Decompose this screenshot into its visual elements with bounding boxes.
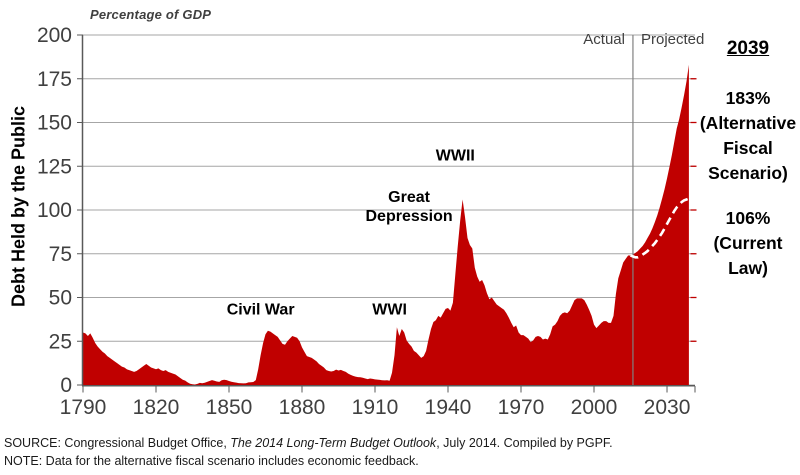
- source-prefix: SOURCE: Congressional Budget Office,: [4, 436, 231, 450]
- source-suffix: , July 2014. Compiled by PGPF.: [436, 436, 613, 450]
- chart-annotation: WWII: [435, 147, 475, 165]
- y-tick-label: 0: [60, 374, 72, 397]
- chart-annotation: Great Depression: [365, 188, 453, 225]
- source-note: SOURCE: Congressional Budget Office, The…: [4, 436, 613, 450]
- note-line: NOTE: Data for the alternative fiscal sc…: [4, 454, 419, 468]
- chart-annotation: Civil War: [226, 301, 295, 319]
- debt-area-chart: 0 25 50 75 100 125 150 175 200 1790 1820 1850 1880 19…: [37, 24, 697, 419]
- afs-line-1: 183%: [725, 88, 771, 108]
- chart-annotation: WWI: [372, 301, 407, 319]
- chart-title: Percentage of GDP: [90, 7, 212, 22]
- current-law-line-3: Law): [728, 258, 768, 278]
- y-axis-title: Debt Held by the Public: [8, 105, 29, 308]
- current-law-line-1: 106%: [725, 208, 771, 228]
- callout-2039: 2039: [693, 38, 800, 60]
- x-tick-label: 1970: [498, 396, 545, 419]
- x-tick-label: 2000: [571, 396, 618, 419]
- y-tick-label: 150: [37, 112, 72, 135]
- x-tick-label: 2030: [644, 396, 691, 419]
- callout-alternative-fiscal-scenario: 183% (Alternative Fiscal Scenario): [693, 86, 800, 186]
- y-tick-label: 75: [49, 243, 72, 266]
- y-tick-label: 175: [37, 68, 72, 91]
- y-tick-label: 125: [37, 155, 72, 178]
- x-tick-label: 1850: [206, 396, 253, 419]
- x-tick-label: 1820: [133, 396, 180, 419]
- actual-period-label: Actual: [583, 31, 625, 48]
- y-tick-label: 25: [49, 330, 72, 353]
- current-law-line-2: (Current: [713, 233, 783, 253]
- x-tick-label: 1940: [425, 396, 472, 419]
- x-tick-label: 1910: [352, 396, 399, 419]
- afs-line-4: Scenario): [708, 163, 788, 183]
- projected-period-label: Projected: [641, 31, 705, 48]
- callout-2039-text: 2039: [726, 38, 770, 59]
- source-report-title: The 2014 Long-Term Budget Outlook: [230, 436, 437, 450]
- x-tick-label: 1880: [279, 396, 326, 419]
- y-tick-label: 100: [37, 199, 72, 222]
- y-tick-label: 50: [49, 287, 72, 310]
- afs-area-series: [83, 64, 689, 386]
- callout-current-law: 106% (Current Law): [693, 206, 800, 281]
- afs-line-2: (Alternative: [699, 113, 797, 133]
- afs-line-3: Fiscal: [723, 138, 773, 158]
- y-tick-label: 200: [37, 24, 72, 47]
- x-tick-label: 1790: [60, 396, 107, 419]
